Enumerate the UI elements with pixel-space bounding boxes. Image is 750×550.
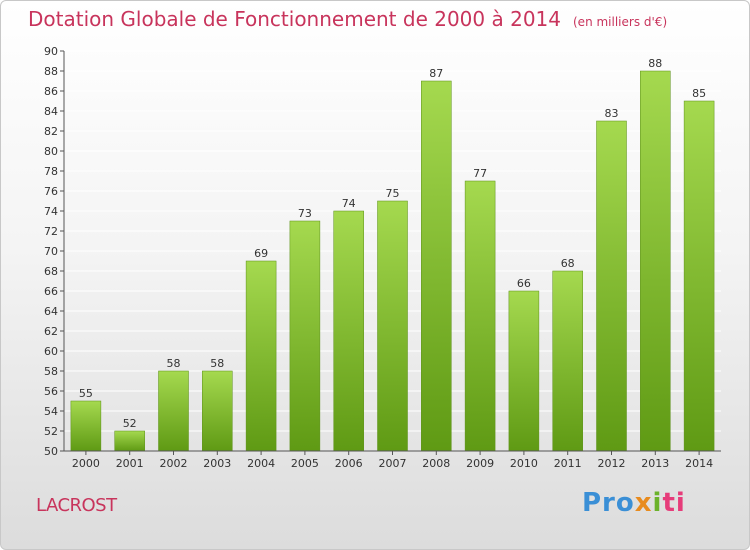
logo-part-1: Pro <box>582 488 635 518</box>
y-tick-label: 56 <box>44 385 58 398</box>
bar-2006 <box>333 210 364 452</box>
x-tick-label: 2009 <box>466 457 494 470</box>
y-tick-label: 50 <box>44 445 58 458</box>
bar-value-label: 55 <box>79 387 93 400</box>
x-tick-label: 2012 <box>598 457 626 470</box>
y-tick-label: 76 <box>44 185 58 198</box>
y-tick-label: 70 <box>44 245 58 258</box>
bar-2002 <box>158 370 189 452</box>
bar-value-label: 58 <box>210 357 224 370</box>
bar-2008 <box>421 80 452 452</box>
chart-title-text: Dotation Globale de Fonctionnement de 20… <box>28 7 561 31</box>
bar-value-label: 88 <box>648 57 662 70</box>
bar-value-label: 77 <box>473 167 487 180</box>
x-tick-label: 2010 <box>510 457 538 470</box>
x-tick-label: 2004 <box>247 457 275 470</box>
x-tick-label: 2011 <box>554 457 582 470</box>
bar-value-label: 69 <box>254 247 268 260</box>
x-tick-label: 2013 <box>641 457 669 470</box>
bar-2003 <box>202 370 233 452</box>
x-tick-label: 2008 <box>422 457 450 470</box>
x-tick-label: 2006 <box>335 457 363 470</box>
bar-2007 <box>377 200 408 452</box>
bar-value-label: 68 <box>561 257 575 270</box>
bar-value-label: 73 <box>298 207 312 220</box>
bar-value-label: 58 <box>167 357 181 370</box>
logo-part-2: x <box>634 488 653 518</box>
x-tick-label: 2007 <box>379 457 407 470</box>
y-tick-label: 88 <box>44 65 58 78</box>
y-tick-label: 66 <box>44 285 58 298</box>
y-tick-label: 78 <box>44 165 58 178</box>
y-tick-label: 80 <box>44 145 58 158</box>
y-tick-label: 86 <box>44 85 58 98</box>
y-tick-label: 72 <box>44 225 58 238</box>
y-tick-label: 84 <box>44 105 58 118</box>
bar-value-label: 83 <box>605 107 619 120</box>
bar-value-label: 74 <box>342 197 356 210</box>
x-tick-label: 2002 <box>160 457 188 470</box>
bar-2004 <box>245 260 277 452</box>
bar-value-label: 52 <box>123 417 137 430</box>
y-tick-label: 54 <box>44 405 58 418</box>
commune-name: LACROST <box>36 495 117 516</box>
x-tick-label: 2005 <box>291 457 319 470</box>
bar-2009 <box>464 180 496 452</box>
x-tick-label: 2000 <box>72 457 100 470</box>
y-tick-label: 82 <box>44 125 58 138</box>
bar-2005 <box>289 220 321 452</box>
proxiti-logo: Proxiti <box>582 488 686 518</box>
y-tick-label: 52 <box>44 425 58 438</box>
bar-2011 <box>552 270 583 452</box>
x-tick-label: 2014 <box>685 457 713 470</box>
bar-2001 <box>114 430 145 452</box>
axes: 50 52 54 56 58 60 62 64 66 68 70 72 74 76 78 80 82 84 86 88… <box>44 45 721 470</box>
y-tick-label: 58 <box>44 365 58 378</box>
y-tick-label: 64 <box>44 305 58 318</box>
chart-subtitle: (en milliers d'€) <box>573 15 668 29</box>
y-tick-label: 62 <box>44 325 58 338</box>
bar-2012 <box>596 120 627 452</box>
bar-2010 <box>508 290 540 452</box>
chart-title: Dotation Globale de Fonctionnement de 20… <box>28 7 667 31</box>
bar-2014 <box>683 100 715 452</box>
y-tick-label: 74 <box>44 205 58 218</box>
bars: 55 52 58 58 69 73 74 75 87 77 66 68 83 88 85 <box>70 57 715 452</box>
y-tick-label: 60 <box>44 345 58 358</box>
bar-value-label: 75 <box>386 187 400 200</box>
bar-value-label: 85 <box>692 87 706 100</box>
x-tick-label: 2003 <box>203 457 231 470</box>
y-tick-label: 68 <box>44 265 58 278</box>
x-tick-label: 2001 <box>116 457 144 470</box>
logo-part-4: ti <box>662 488 686 518</box>
bar-2000 <box>70 400 102 452</box>
bar-value-label: 87 <box>429 67 443 80</box>
logo-part-3: i <box>652 488 663 518</box>
bar-value-label: 66 <box>517 277 531 290</box>
bar-2013 <box>640 70 671 452</box>
y-tick-label: 90 <box>44 45 58 58</box>
